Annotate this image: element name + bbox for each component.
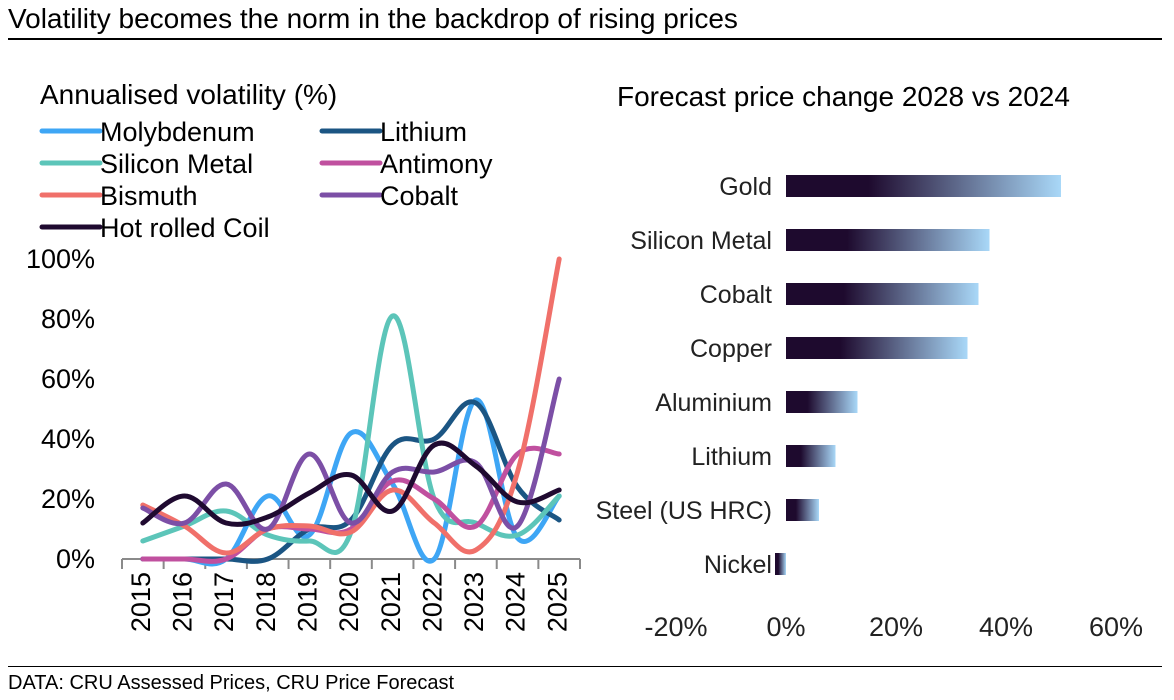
bar xyxy=(786,283,979,305)
bar-chart-bars: Gold Silicon Metal Cobalt Copper Aluminium Li… xyxy=(596,173,1061,579)
bar-category-label: Cobalt xyxy=(700,281,772,309)
legend-label: Molybdenum xyxy=(100,117,255,147)
page-title: Volatility becomes the norm in the backd… xyxy=(8,3,738,34)
x-tick-label: 2024 xyxy=(501,572,531,632)
line-chart-title: Annualised volatility (%) xyxy=(40,79,337,110)
bar-x-tick-label: 60% xyxy=(1089,612,1143,642)
x-tick-label: 2021 xyxy=(376,572,406,632)
legend-item: Lithium xyxy=(319,117,467,147)
legend-item: Hot rolled Coil xyxy=(39,213,270,243)
bar xyxy=(786,445,836,467)
bar-category-label: Silicon Metal xyxy=(630,227,772,255)
bar-chart-x-axis: -20% 0% 20% 40% 60% xyxy=(644,612,1143,642)
bar-x-tick-label: 20% xyxy=(869,612,923,642)
bar-category-label: Steel (US HRC) xyxy=(596,497,772,525)
x-tick-label: 2022 xyxy=(417,572,447,632)
bar-x-tick-label: -20% xyxy=(644,612,707,642)
bar xyxy=(786,337,968,359)
footer-divider xyxy=(8,666,1162,667)
charts-canvas: Annualised volatility (%) Molybdenum Lith… xyxy=(26,79,1143,642)
x-tick-label: 2016 xyxy=(168,572,198,632)
bar-category-label: Nickel xyxy=(704,551,772,579)
legend-label: Antimony xyxy=(380,149,493,179)
y-tick-label: 80% xyxy=(41,304,95,334)
series-line xyxy=(140,445,562,564)
series-line xyxy=(140,313,562,555)
bar xyxy=(786,499,819,521)
legend-item: Silicon Metal xyxy=(39,149,253,179)
bar-category-label: Gold xyxy=(719,173,772,201)
bar-x-tick-label: 0% xyxy=(766,612,805,642)
x-tick-label: 2018 xyxy=(251,572,281,632)
forecast-bar-chart: Forecast price change 2028 vs 2024 Gold S… xyxy=(596,81,1143,642)
y-tick-label: 20% xyxy=(41,484,95,514)
legend-label: Cobalt xyxy=(380,181,459,211)
y-tick-label: 40% xyxy=(41,424,95,454)
y-tick-label: 0% xyxy=(56,544,95,574)
series-line xyxy=(140,440,562,527)
x-tick-label: 2019 xyxy=(292,572,322,632)
series-line xyxy=(140,376,562,532)
series-line xyxy=(140,256,562,556)
legend-label: Bismuth xyxy=(100,181,198,211)
legend-label: Silicon Metal xyxy=(100,149,253,179)
legend-item: Antimony xyxy=(319,149,493,179)
x-tick-label: 2025 xyxy=(542,572,572,632)
legend-item: Cobalt xyxy=(319,181,459,211)
bar-x-tick-label: 40% xyxy=(979,612,1033,642)
x-tick-label: 2023 xyxy=(459,572,489,632)
title-divider xyxy=(8,38,1162,40)
bar-category-label: Copper xyxy=(690,335,772,363)
legend-label: Hot rolled Coil xyxy=(100,213,270,243)
legend-label: Lithium xyxy=(380,117,467,147)
y-tick-label: 60% xyxy=(41,364,95,394)
line-chart-y-axis: 0% 20% 40% 60% 80% 100% xyxy=(26,244,95,574)
legend-item: Molybdenum xyxy=(39,117,255,147)
x-tick-label: 2020 xyxy=(334,572,364,632)
volatility-line-chart: Annualised volatility (%) Molybdenum Lith… xyxy=(26,79,581,632)
bar-chart-title: Forecast price change 2028 vs 2024 xyxy=(617,81,1070,112)
line-chart-legend: Molybdenum Lithium Silicon Metal Antimony Bi… xyxy=(39,117,493,243)
bar xyxy=(775,553,786,575)
y-tick-label: 100% xyxy=(26,244,95,274)
source-note: DATA: CRU Assessed Prices, CRU Price For… xyxy=(8,672,455,694)
bar xyxy=(786,175,1061,197)
x-tick-label: 2015 xyxy=(126,572,156,632)
line-chart-x-axis-ticks: 2015 2016 2017 2018 2019 2020 2021 2022 2023 2024… xyxy=(121,559,581,632)
bar xyxy=(786,391,858,413)
bar-category-label: Lithium xyxy=(691,443,772,471)
line-chart-series xyxy=(140,256,562,567)
bar xyxy=(786,229,990,251)
legend-item: Bismuth xyxy=(39,181,198,211)
bar-category-label: Aluminium xyxy=(655,389,772,417)
x-tick-label: 2017 xyxy=(209,572,239,632)
